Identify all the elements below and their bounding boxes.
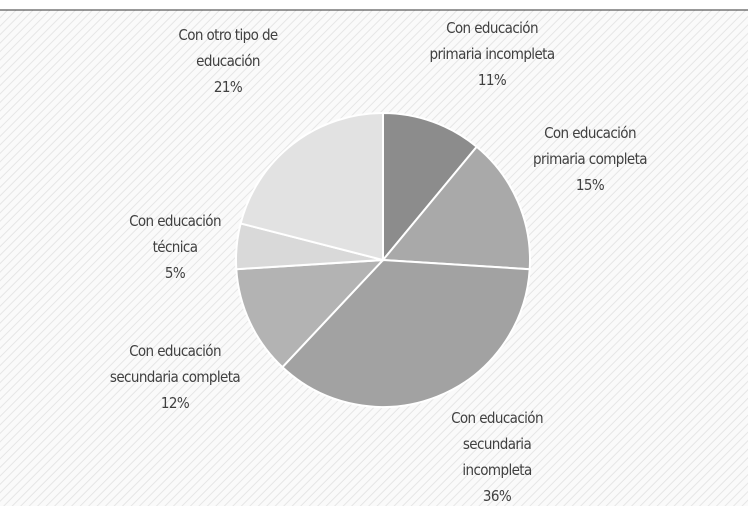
pie-slice [380,145,531,271]
slice-label: Con otro tipo de educación [178,26,278,70]
value-label: 11% [477,71,507,89]
slice-label: Con educación técnica [129,212,221,256]
value-label: 15% [575,176,605,194]
slice-label: Con educación primaria incompleta [429,19,555,63]
pie-slice [382,111,479,263]
pie-slice [280,258,531,408]
value-label: 36% [482,487,512,505]
slice-label: Con educación secundaria completa [109,342,241,386]
slice-label: Con educación secundaria incompleta [451,409,543,479]
pie-slice [235,258,386,369]
value-label: 5% [164,264,186,282]
value-label: 12% [160,394,190,412]
value-label: 21% [213,78,243,96]
pie-slice [239,111,384,262]
slice-label: Con educación primaria completa [533,124,648,168]
